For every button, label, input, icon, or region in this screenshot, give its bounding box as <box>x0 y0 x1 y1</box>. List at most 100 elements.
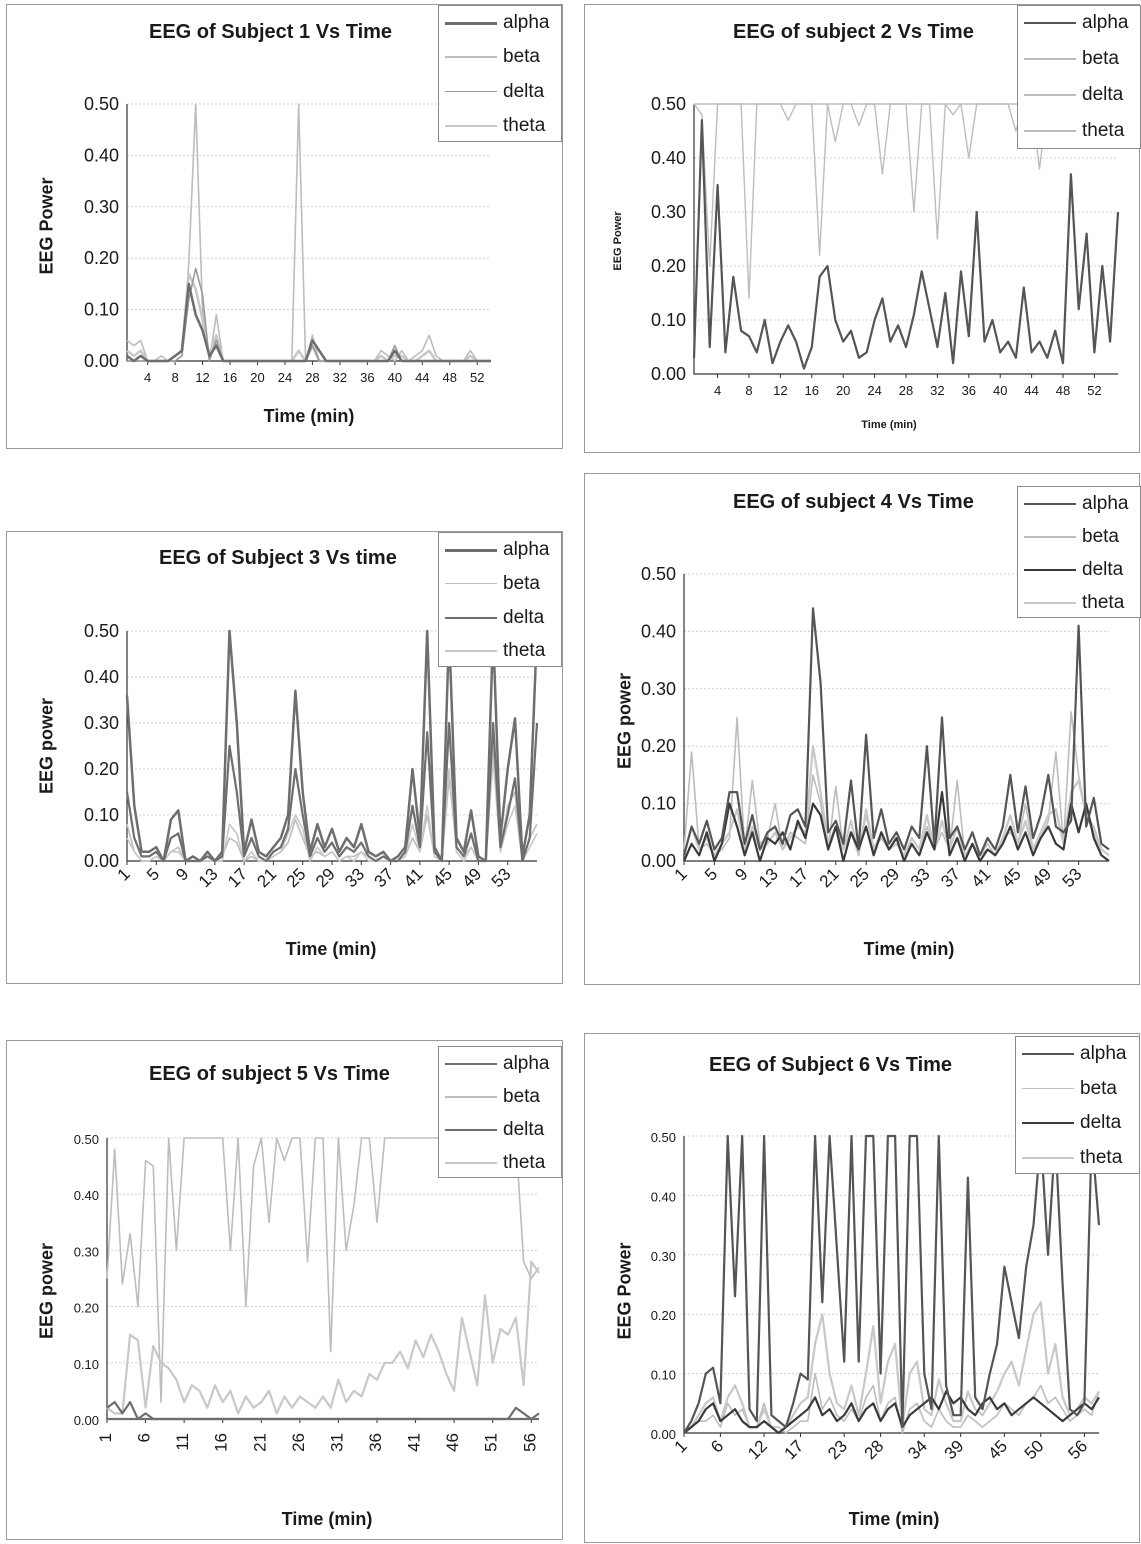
y-tick-label: 0.40 <box>84 667 119 687</box>
chart-title: EEG of Subject 1 Vs Time <box>149 21 393 43</box>
legend-label: delta <box>503 1119 545 1140</box>
y-tick-label: 0.50 <box>641 564 676 584</box>
x-tick-label: 52 <box>1087 383 1101 398</box>
legend-swatch <box>1024 130 1076 132</box>
y-axis-label: EEG Power <box>614 1242 635 1340</box>
y-tick-label: 0.10 <box>641 794 676 814</box>
legend-item-delta: delta <box>439 75 561 109</box>
x-tick-label: 32 <box>333 370 347 385</box>
x-tick-label: 12 <box>195 370 209 385</box>
series-line-alpha <box>683 1134 1101 1434</box>
legend-swatch <box>1024 602 1076 605</box>
x-axis-label: Time (min) <box>263 406 355 426</box>
x-tick-label: 5 <box>143 864 163 884</box>
series-line-alpha <box>682 607 1110 857</box>
legend-item-beta: beta <box>439 40 561 74</box>
legend-item-theta: theta <box>439 1146 561 1180</box>
x-tick-label: 41 <box>405 1433 424 1452</box>
legend-item-beta: beta <box>439 1080 561 1114</box>
y-tick-label: 0.40 <box>84 145 119 165</box>
x-tick-label: 6 <box>135 1433 154 1442</box>
chart-legend: alpha beta delta theta <box>1017 5 1141 149</box>
chart-title: EEG of subject 4 Vs Time <box>733 491 974 513</box>
x-tick-label: 50 <box>1021 1436 1048 1463</box>
y-tick-label: 0.50 <box>651 94 686 114</box>
y-tick-label: 0.00 <box>651 364 686 384</box>
y-tick-label: 0.20 <box>74 1301 99 1316</box>
x-axis-label: Time (min) <box>861 419 917 431</box>
series-line-alpha <box>106 1401 540 1421</box>
y-axis-label: EEG power <box>614 672 635 770</box>
legend-item-delta: delta <box>439 1113 561 1147</box>
legend-label: alpha <box>1080 1043 1127 1064</box>
x-tick-label: 16 <box>212 1433 231 1452</box>
x-tick-label: 45 <box>984 1436 1011 1463</box>
x-tick-label: 37 <box>371 864 398 891</box>
x-tick-label: 56 <box>1064 1436 1091 1463</box>
x-tick-label: 13 <box>195 864 222 891</box>
x-tick-label: 52 <box>470 370 484 385</box>
y-tick-label: 0.00 <box>651 1427 676 1442</box>
legend-item-alpha: alpha <box>439 1047 561 1081</box>
x-tick-label: 21 <box>816 864 843 891</box>
legend-swatch <box>445 650 497 652</box>
x-tick-label: 49 <box>458 864 485 891</box>
legend-label: theta <box>1082 592 1125 613</box>
y-tick-label: 0.20 <box>651 1308 676 1323</box>
legend-label: delta <box>1082 559 1124 580</box>
legend-label: alpha <box>1082 493 1129 514</box>
y-tick-label: 0.50 <box>651 1130 676 1145</box>
legend-label: delta <box>1082 84 1124 105</box>
chart-svg: 0.000.100.200.300.400.504 8 12 16 20 24 28 32 36… <box>84 94 491 385</box>
x-tick-label: 41 <box>968 864 995 891</box>
x-tick-label: 13 <box>755 864 782 891</box>
legend-item-alpha: alpha <box>1018 6 1140 40</box>
legend-label: beta <box>503 46 540 68</box>
x-tick-label: 53 <box>1059 864 1086 891</box>
x-tick-label: 33 <box>341 864 368 891</box>
legend-label: alpha <box>503 539 550 560</box>
chart-legend: alpha beta delta theta <box>1017 486 1141 618</box>
y-axis-label: EEG power <box>36 697 57 795</box>
x-tick-label: 21 <box>250 1433 269 1452</box>
x-tick-label: 28 <box>305 370 319 385</box>
y-tick-label: 0.30 <box>651 202 686 222</box>
x-tick-label: 1 <box>671 1436 691 1456</box>
legend-label: delta <box>503 80 545 102</box>
legend-item-beta: beta <box>439 567 561 601</box>
y-tick-label: 0.10 <box>651 1368 676 1383</box>
x-tick-label: 8 <box>171 370 178 385</box>
chart-panel-5: 0.00 0.10 0.20 0.30 0.40 0.50 1 6 11 16 21 26 31 36 41… <box>6 1040 563 1540</box>
x-tick-label: 6 <box>707 1436 727 1456</box>
x-tick-label: 24 <box>278 370 292 385</box>
legend-swatch <box>1022 1156 1074 1159</box>
x-tick-label: 5 <box>701 864 721 884</box>
x-tick-label: 32 <box>930 383 944 398</box>
x-tick-label: 40 <box>993 383 1007 398</box>
series-line-theta <box>682 745 1110 857</box>
legend-item-beta: beta <box>1018 42 1140 76</box>
x-tick-label: 1 <box>114 864 134 884</box>
legend-swatch <box>445 616 497 619</box>
x-tick-label: 36 <box>962 383 976 398</box>
x-tick-label: 44 <box>1024 383 1038 398</box>
legend-label: beta <box>1080 1077 1117 1099</box>
legend-item-delta: delta <box>439 601 561 635</box>
chart-svg: 0.00 0.10 0.20 0.30 0.40 0.50 1 5 9 13 17 21 25 29 33 3… <box>641 564 1110 891</box>
x-tick-label: 44 <box>415 370 429 385</box>
x-tick-label: 37 <box>937 864 964 891</box>
x-tick-label: 17 <box>785 864 812 891</box>
legend-label: beta <box>1082 48 1119 69</box>
legend-item-delta: delta <box>1016 1106 1139 1140</box>
legend-swatch <box>1022 1122 1074 1125</box>
y-tick-label: 0.20 <box>641 736 676 756</box>
series-line-theta <box>106 1260 540 1415</box>
legend-label: alpha <box>1082 12 1129 33</box>
x-tick-label: 25 <box>283 864 310 891</box>
legend-swatch <box>1024 94 1076 96</box>
chart-legend: alpha beta delta theta <box>438 532 562 667</box>
x-tick-label: 20 <box>836 383 850 398</box>
legend-swatch <box>445 124 497 128</box>
x-tick-label: 48 <box>443 370 457 385</box>
x-tick-label: 46 <box>443 1433 462 1452</box>
